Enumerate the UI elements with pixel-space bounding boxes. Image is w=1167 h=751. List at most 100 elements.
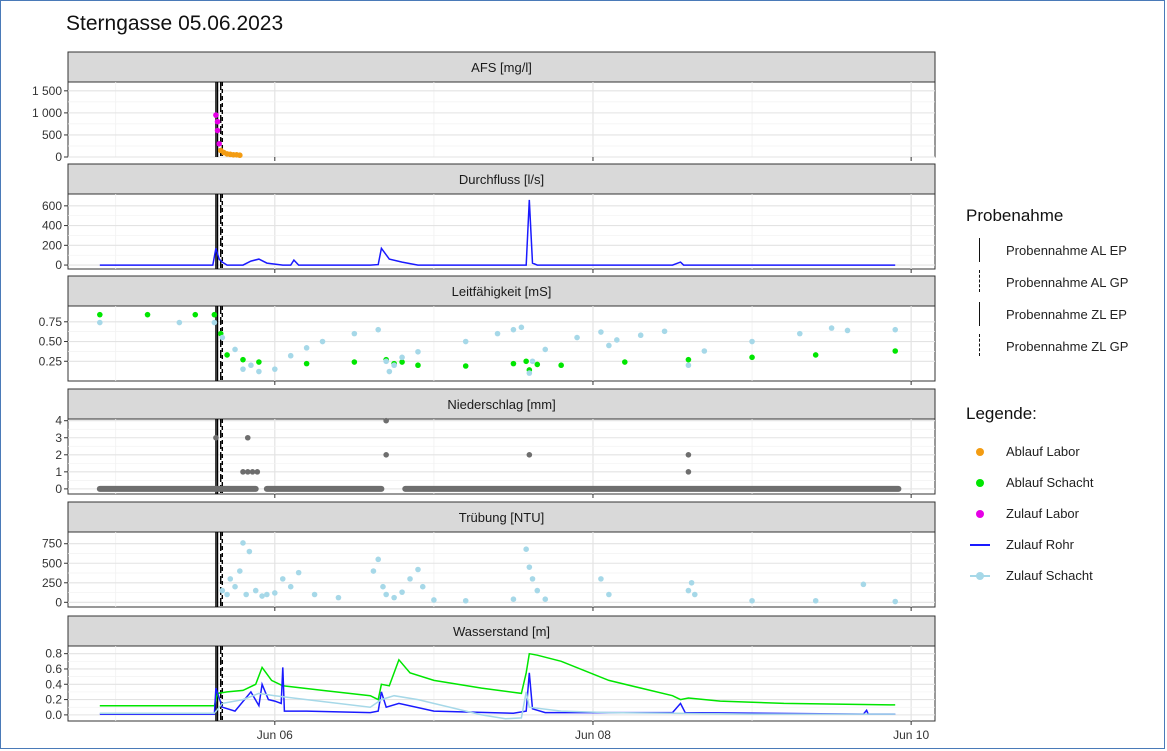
data-point	[237, 152, 243, 159]
data-point	[232, 583, 238, 590]
data-point	[828, 325, 835, 331]
legend-key-probennahme-al-ep	[979, 238, 980, 262]
panel-strip-label: Trübung [NTU]	[459, 510, 545, 525]
legend-key-point-ablauf-labor	[976, 448, 984, 456]
data-point	[812, 352, 819, 358]
data-point	[248, 362, 254, 369]
y-tick-label: 0.6	[45, 662, 62, 676]
data-point	[844, 327, 851, 334]
data-point	[214, 118, 221, 125]
data-point	[661, 328, 668, 335]
panel-strip	[67, 275, 936, 307]
legend-key-probennahme-zl-gp	[979, 334, 980, 356]
panel-wasserstand-m: Wasserstand [m] 0.00.2 0.40.60.8 Jun 06 Jun …	[45, 615, 936, 742]
data-point	[812, 597, 819, 604]
data-point	[685, 356, 692, 363]
y-tick-label: 1 000	[32, 106, 62, 120]
legend-label-probennahme-al-gp: Probennahme AL GP	[1006, 275, 1129, 290]
legend-label-zulauf-labor: Zulauf Labor	[1006, 506, 1079, 521]
data-point	[542, 596, 549, 602]
data-point	[399, 589, 405, 595]
data-point	[254, 469, 261, 475]
data-point	[494, 330, 501, 337]
y-tick-label: 2	[55, 448, 62, 462]
data-point	[192, 311, 199, 318]
data-point	[383, 358, 389, 365]
data-point	[256, 368, 262, 375]
data-point	[407, 576, 413, 582]
data-point	[264, 591, 270, 598]
y-tick-label: 3	[55, 431, 62, 445]
data-point	[558, 362, 564, 369]
legend-label-zulauf-schacht: Zulauf Schacht	[1006, 568, 1093, 583]
legend-key-point-zulauf-labor	[976, 510, 984, 518]
data-point	[375, 556, 382, 563]
data-point	[252, 587, 259, 594]
data-point	[419, 583, 426, 590]
data-point	[415, 566, 421, 573]
data-point	[272, 366, 278, 372]
y-tick-label: 0.75	[39, 315, 63, 329]
data-point	[462, 338, 469, 345]
data-point	[685, 469, 692, 475]
data-point	[216, 140, 222, 147]
series-zulauf-schacht	[99, 691, 896, 720]
y-tick-label: 500	[42, 556, 62, 570]
data-point	[892, 348, 899, 354]
data-point	[399, 354, 405, 361]
y-tick-label: 1 500	[32, 84, 62, 98]
data-point	[534, 361, 541, 368]
data-point	[462, 363, 469, 369]
data-point	[97, 319, 103, 326]
data-point	[214, 127, 221, 134]
data-point	[391, 594, 397, 601]
data-point	[259, 593, 265, 599]
data-point	[431, 597, 437, 603]
data-point	[523, 358, 529, 365]
panel-strip-label: AFS [mg/l]	[471, 60, 532, 75]
data-point	[240, 540, 246, 546]
panel-plot-area	[67, 193, 936, 270]
data-point	[892, 326, 899, 333]
data-point	[319, 338, 326, 345]
data-point	[211, 319, 218, 326]
y-tick-label: 400	[42, 219, 62, 233]
panel-niederschlag-mm: Niederschlag [mm] 0 1 2 3 4	[55, 388, 936, 498]
panel-strip-label: Durchfluss [l/s]	[459, 172, 544, 187]
series-zulauf-rohr	[99, 199, 896, 266]
data-point	[526, 451, 533, 458]
y-tick-label: 500	[42, 128, 62, 142]
legend-key-probennahme-al-gp	[979, 270, 980, 292]
data-point	[243, 591, 249, 598]
data-point	[542, 346, 549, 353]
legend-label-probennahme-zl-ep: Probennahme ZL EP	[1006, 307, 1127, 322]
data-point	[606, 342, 612, 349]
data-point	[240, 469, 246, 475]
legend-key-point-zulauf-schacht	[976, 572, 984, 580]
panel-strip-label: Wasserstand [m]	[453, 624, 550, 639]
series-zulauf-labor	[213, 112, 222, 147]
data-point	[860, 581, 867, 588]
panel-strip	[67, 501, 936, 533]
panel-strip	[67, 615, 936, 647]
panel-strip-label: Niederschlag [mm]	[447, 397, 555, 412]
data-point	[749, 354, 755, 361]
y-tick-label: 0.0	[45, 708, 62, 722]
data-point	[244, 434, 251, 441]
series-line	[99, 691, 896, 720]
data-point	[574, 334, 580, 341]
y-tick-label: 0	[55, 258, 62, 272]
data-point	[518, 324, 525, 331]
data-point	[303, 345, 310, 351]
data-point	[526, 370, 533, 376]
legend-series-title: Legende:	[966, 404, 1037, 423]
legend-label-probennahme-al-ep: Probennahme AL EP	[1006, 243, 1127, 258]
y-tick-label: 750	[42, 537, 62, 551]
data-point	[685, 451, 692, 458]
data-point	[749, 597, 755, 604]
data-point	[279, 576, 286, 582]
panel-tr-bung-ntu: Trübung [NTU] 0 250 500 750	[42, 501, 936, 611]
data-point	[227, 576, 234, 582]
series-niederschlag	[213, 417, 692, 475]
x-tick-label: Jun 06	[257, 728, 293, 742]
